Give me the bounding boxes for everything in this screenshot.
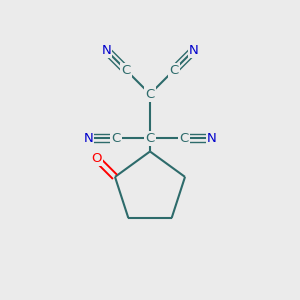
Text: C: C xyxy=(146,88,154,100)
Text: C: C xyxy=(179,132,188,145)
Text: C: C xyxy=(146,132,154,145)
Text: O: O xyxy=(91,152,101,165)
Text: N: N xyxy=(207,132,217,145)
Text: C: C xyxy=(112,132,121,145)
Text: C: C xyxy=(122,64,131,76)
Text: N: N xyxy=(101,44,111,57)
Text: N: N xyxy=(83,132,93,145)
Text: C: C xyxy=(169,64,178,76)
Text: N: N xyxy=(189,44,199,57)
